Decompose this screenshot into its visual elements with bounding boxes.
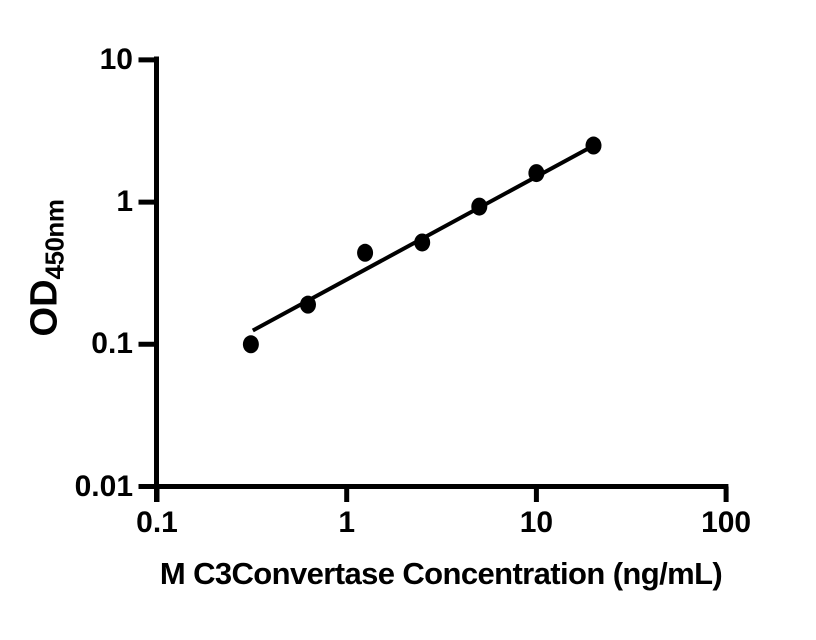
x-tick-label-100: 100 <box>701 506 752 539</box>
data-point <box>357 243 374 262</box>
data-point <box>585 136 602 155</box>
y-tick-label-1: 1 <box>116 185 133 219</box>
data-point <box>242 335 259 354</box>
y-tick-label-0.1: 0.1 <box>91 327 133 361</box>
x-tick-label-10: 10 <box>519 506 554 539</box>
y-tick-label-0.01: 0.01 <box>74 469 133 503</box>
y-axis-title-text: OD <box>23 279 66 337</box>
data-point <box>299 295 316 314</box>
data-point <box>528 164 545 183</box>
x-axis-title: M C3Convertase Concentration (ng/mL) <box>159 556 723 591</box>
x-tick-label-1: 1 <box>338 506 356 539</box>
y-axis-title: OD450nm <box>24 200 71 337</box>
x-tick-label-0.1: 0.1 <box>136 506 178 539</box>
y-tick-label-10: 10 <box>99 42 133 76</box>
y-axis-title-subscript: 450nm <box>39 199 70 280</box>
data-point <box>471 197 488 216</box>
data-point <box>414 233 431 252</box>
